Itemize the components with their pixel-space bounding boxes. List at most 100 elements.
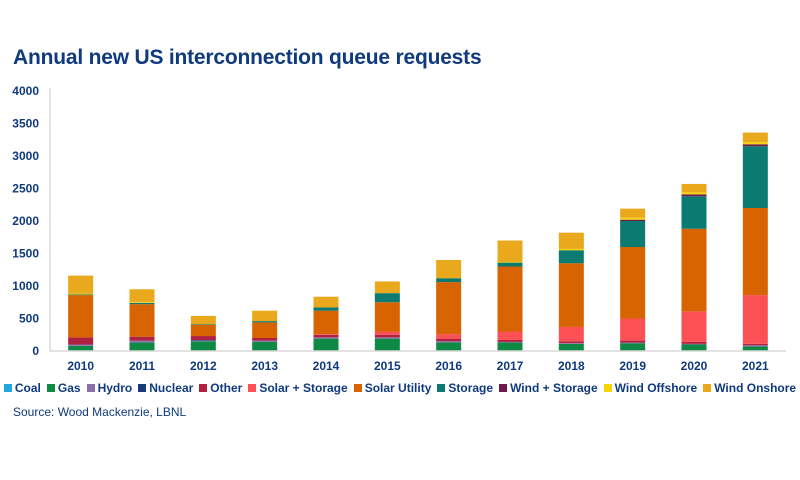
bar-segment-other-2012 — [190, 336, 216, 340]
legend-swatch — [353, 384, 362, 392]
bar-segment-hydro-2020 — [681, 343, 707, 345]
bar-segment-other-2013 — [252, 338, 278, 341]
legend-item-nuclear: Nuclear — [138, 381, 193, 395]
legend-item-wind-offshore: Wind Offshore — [603, 381, 697, 395]
bar-segment-wind-onshore-2012 — [190, 315, 216, 325]
bar-segment-solar-utility-2014 — [313, 310, 339, 335]
bar-segment-other-2010 — [68, 337, 94, 345]
legend-swatch — [703, 384, 712, 392]
bar-segment-hydro-2010 — [68, 344, 94, 346]
legend-item-storage: Storage — [437, 381, 493, 395]
y-tick-label: 3000 — [12, 149, 39, 163]
x-tick-label: 2021 — [742, 359, 769, 373]
bar-segment-solar-utility-2017 — [497, 266, 523, 332]
legend-item-wind-storage: Wind + Storage — [499, 381, 598, 395]
bar-segment-wind-storage-2020 — [681, 194, 707, 197]
legend-item-solar-utility: Solar Utility — [353, 381, 432, 395]
bar-segment-storage-2019 — [620, 221, 646, 247]
bar-segment-wind-offshore-2017 — [497, 261, 523, 263]
bar-segment-solar-utility-2019 — [620, 247, 646, 319]
bar-segment-other-2021 — [742, 343, 768, 346]
bar-segment-wind-onshore-2016 — [436, 260, 462, 279]
x-tick-label: 2020 — [681, 359, 708, 373]
bar-segment-other-2018 — [558, 341, 584, 344]
bar-segment-storage-2014 — [313, 307, 339, 311]
bar-segment-wind-offshore-2019 — [620, 217, 646, 220]
legend-swatch — [437, 384, 446, 392]
x-tick-label: 2011 — [129, 359, 155, 373]
legend-swatch — [603, 384, 612, 392]
legend-label: Wind + Storage — [510, 381, 598, 395]
bar-segment-wind-onshore-2010 — [68, 275, 94, 294]
bar-segment-gas-2015 — [374, 338, 400, 351]
bar-segment-storage-2017 — [497, 262, 523, 267]
bar-segment-hydro-2014 — [313, 337, 339, 339]
bar-segment-wind-onshore-2020 — [681, 183, 707, 193]
bar-segment-hydro-2019 — [620, 342, 646, 344]
bar-segment-wind-onshore-2015 — [374, 281, 400, 294]
bar-segment-wind-offshore-2018 — [558, 248, 584, 251]
bar-segment-solar-storage-2015 — [374, 331, 400, 335]
y-tick-label: 500 — [19, 312, 39, 326]
y-tick-label: 0 — [32, 344, 39, 358]
bar-segment-hydro-2013 — [252, 340, 278, 342]
bar-segment-gas-2017 — [497, 342, 523, 351]
bar-segment-gas-2018 — [558, 343, 584, 351]
bar-segment-gas-2021 — [742, 346, 768, 351]
bar-segment-solar-storage-2019 — [620, 318, 646, 341]
legend-label: Coal — [14, 381, 41, 395]
legend-label: Gas — [57, 381, 81, 395]
bar-segment-wind-offshore-2020 — [681, 192, 707, 195]
bar-segment-solar-utility-2016 — [436, 282, 462, 335]
bar-segment-gas-2011 — [129, 342, 155, 351]
bar-segment-solar-storage-2016 — [436, 334, 462, 339]
bar-segment-wind-onshore-2014 — [313, 296, 339, 308]
bar-segment-gas-2014 — [313, 338, 339, 351]
bar-segment-other-2016 — [436, 338, 462, 342]
bar-segment-hydro-2011 — [129, 340, 155, 343]
bar-segment-gas-2020 — [681, 344, 707, 351]
bar-segment-storage-2016 — [436, 278, 462, 283]
bar-segment-hydro-2015 — [374, 337, 400, 339]
bar-segment-solar-storage-2018 — [558, 326, 584, 342]
x-tick-label: 2018 — [558, 359, 585, 373]
bar-segment-other-2015 — [374, 334, 400, 338]
bar-segment-hydro-2021 — [742, 345, 768, 347]
chart-legend: Coal Gas Hydro Nuclear Other Solar + Storage S… — [0, 381, 800, 395]
legend-label: Hydro — [97, 381, 133, 395]
bar-segment-other-2014 — [313, 334, 339, 338]
legend-swatch — [248, 384, 257, 392]
legend-label: Solar Utility — [364, 381, 432, 395]
bar-segment-solar-utility-2018 — [558, 263, 584, 327]
bar-segment-solar-storage-2020 — [681, 311, 707, 342]
bar-segment-storage-2011 — [129, 302, 155, 305]
bar-segment-hydro-2012 — [190, 340, 216, 342]
bar-segment-wind-onshore-2013 — [252, 310, 278, 322]
bar-segment-storage-2010 — [68, 294, 94, 296]
y-tick-label: 2500 — [12, 182, 39, 196]
bar-segment-wind-onshore-2019 — [620, 208, 646, 218]
x-tick-label: 2017 — [497, 359, 524, 373]
bar-segment-wind-storage-2019 — [620, 219, 646, 221]
x-tick-label: 2013 — [251, 359, 278, 373]
legend-swatch — [499, 384, 508, 392]
bar-segment-storage-2013 — [252, 321, 278, 323]
bar-segment-solar-utility-2013 — [252, 322, 278, 338]
bar-segment-solar-utility-2020 — [681, 228, 707, 312]
bar-segment-gas-2013 — [252, 341, 278, 351]
bar-segment-hydro-2016 — [436, 341, 462, 343]
x-tick-label: 2010 — [67, 359, 94, 373]
bar-segment-wind-onshore-2018 — [558, 232, 584, 249]
legend-swatch — [138, 384, 147, 392]
bar-segment-wind-offshore-2011 — [129, 302, 155, 303]
legend-swatch — [86, 384, 95, 392]
bar-segment-solar-utility-2015 — [374, 302, 400, 332]
bar-segment-solar-storage-2021 — [742, 295, 768, 344]
y-tick-label: 3500 — [12, 117, 39, 131]
bar-segment-solar-utility-2010 — [68, 295, 94, 338]
legend-item-gas: Gas — [46, 381, 81, 395]
bar-segment-solar-utility-2011 — [129, 304, 155, 337]
legend-swatch — [3, 384, 12, 392]
legend-item-hydro: Hydro — [86, 381, 133, 395]
x-tick-label: 2015 — [374, 359, 401, 373]
